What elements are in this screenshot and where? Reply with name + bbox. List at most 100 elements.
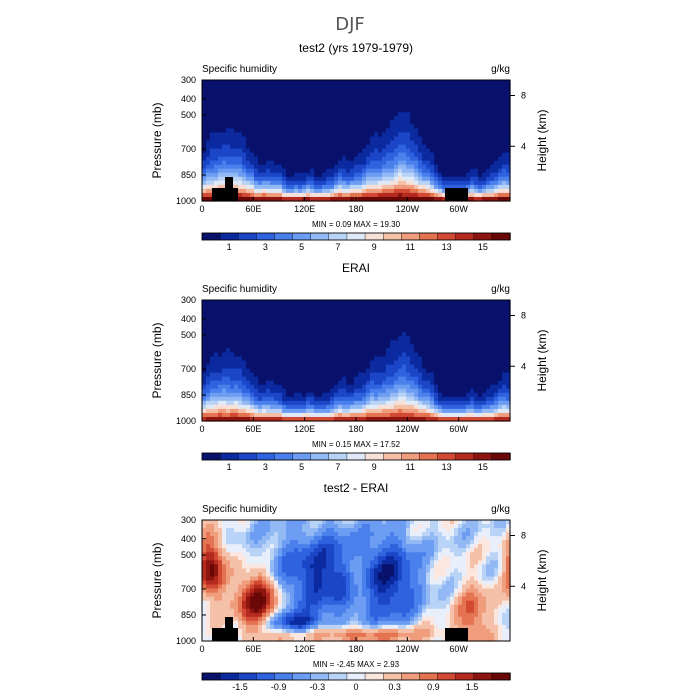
heatmap-cell xyxy=(378,116,383,121)
heatmap-cell xyxy=(474,352,479,358)
heatmap-cell xyxy=(370,416,375,422)
heatmap-cell xyxy=(262,80,267,85)
heatmap-cell xyxy=(206,400,211,406)
heatmap-cell xyxy=(250,156,255,162)
heatmap-cell xyxy=(202,304,207,309)
heatmap-cell xyxy=(206,368,211,374)
heatmap-cell xyxy=(466,108,471,113)
heatmap-cell xyxy=(242,356,247,362)
heatmap-cell xyxy=(506,528,511,533)
heatmap-cell xyxy=(342,160,347,166)
panel-title: test2 (yrs 1979-1979) xyxy=(299,41,413,55)
heatmap-cell xyxy=(206,320,211,325)
heatmap-cell xyxy=(366,344,371,349)
heatmap-cell xyxy=(454,352,459,358)
heatmap-cell xyxy=(250,108,255,113)
heatmap-cell xyxy=(478,180,483,186)
heatmap-cell xyxy=(490,136,495,142)
heatmap-cell xyxy=(270,312,275,317)
heatmap-cell xyxy=(282,400,287,406)
heatmap-cell xyxy=(478,396,483,402)
heatmap-cell xyxy=(442,100,447,105)
heatmap-cell xyxy=(478,168,483,174)
heatmap-cell xyxy=(398,412,403,418)
heatmap-cell xyxy=(466,116,471,121)
heatmap-cell xyxy=(226,372,231,378)
heatmap-cell xyxy=(274,112,279,117)
heatmap-cell xyxy=(442,84,447,89)
heatmap-cell xyxy=(238,172,243,178)
heatmap-cell xyxy=(450,180,455,186)
heatmap-cell xyxy=(334,84,339,89)
heatmap-cell xyxy=(326,168,331,174)
heatmap-cell xyxy=(490,320,495,325)
heatmap-cell xyxy=(438,400,443,406)
heatmap-cell xyxy=(406,188,411,194)
heatmap-cell xyxy=(318,396,323,402)
heatmap-cell xyxy=(310,188,315,194)
heatmap-cell xyxy=(430,332,435,337)
heatmap-cell xyxy=(330,400,335,406)
heatmap-cell xyxy=(506,156,511,162)
heatmap-cell xyxy=(206,304,211,309)
heatmap-cell xyxy=(474,84,479,89)
heatmap-cell xyxy=(354,144,359,150)
heatmap-cell xyxy=(238,372,243,378)
heatmap-cell xyxy=(286,396,291,402)
heatmap-cell xyxy=(310,176,315,182)
heatmap-cell xyxy=(290,328,295,333)
heatmap-cell xyxy=(266,128,271,134)
heatmap-cell xyxy=(246,300,251,305)
heatmap-cell xyxy=(398,100,403,105)
heatmap-cell xyxy=(294,348,299,354)
heatmap-cell xyxy=(386,332,391,337)
heatmap-cell xyxy=(318,336,323,341)
heatmap-cell xyxy=(318,304,323,309)
heatmap-cell xyxy=(418,364,423,370)
heatmap-cell xyxy=(330,308,335,313)
heatmap-cell xyxy=(502,96,507,101)
heatmap-cell xyxy=(322,184,327,190)
heatmap-cell xyxy=(426,308,431,313)
heatmap-cell xyxy=(322,120,327,125)
heatmap-cell xyxy=(506,416,511,422)
heatmap-cell xyxy=(490,176,495,182)
heatmap-cell xyxy=(342,192,347,198)
heatmap-cell xyxy=(326,188,331,194)
heatmap-cell xyxy=(462,384,467,390)
heatmap-cell xyxy=(406,332,411,337)
heatmap-cell xyxy=(314,348,319,354)
heatmap-cell xyxy=(218,164,223,170)
heatmap-cell xyxy=(390,124,395,129)
heatmap-cell xyxy=(418,344,423,349)
heatmap-cell xyxy=(250,148,255,154)
heatmap-cell xyxy=(266,308,271,313)
heatmap-cell xyxy=(382,364,387,370)
heatmap-cell xyxy=(222,300,227,305)
heatmap-cell xyxy=(298,128,303,134)
heatmap-cell xyxy=(298,316,303,321)
heatmap-cell xyxy=(462,524,467,529)
heatmap-cell xyxy=(474,524,479,529)
heatmap-cell xyxy=(414,340,419,345)
heatmap-cell xyxy=(474,416,479,422)
heatmap-cell xyxy=(466,356,471,362)
heatmap-cell xyxy=(234,168,239,174)
heatmap-cell xyxy=(254,400,259,406)
heatmap-cell xyxy=(270,144,275,150)
heatmap-cell xyxy=(274,520,279,525)
heatmap-cell xyxy=(218,400,223,406)
heatmap-cell xyxy=(482,88,487,93)
heatmap-cell xyxy=(438,324,443,329)
heatmap-cell xyxy=(226,320,231,325)
heatmap-cell xyxy=(446,88,451,93)
colorbar: 1 3 5 7 9 11 13 15 xyxy=(201,232,511,252)
heatmap-cell xyxy=(374,312,379,317)
heatmap-cell xyxy=(226,128,231,134)
heatmap-cell xyxy=(310,132,315,138)
heatmap-cell xyxy=(306,144,311,150)
heatmap-cell xyxy=(218,96,223,101)
heatmap-cell xyxy=(346,352,351,358)
heatmap-cell xyxy=(486,336,491,341)
heatmap-cell xyxy=(386,104,391,109)
